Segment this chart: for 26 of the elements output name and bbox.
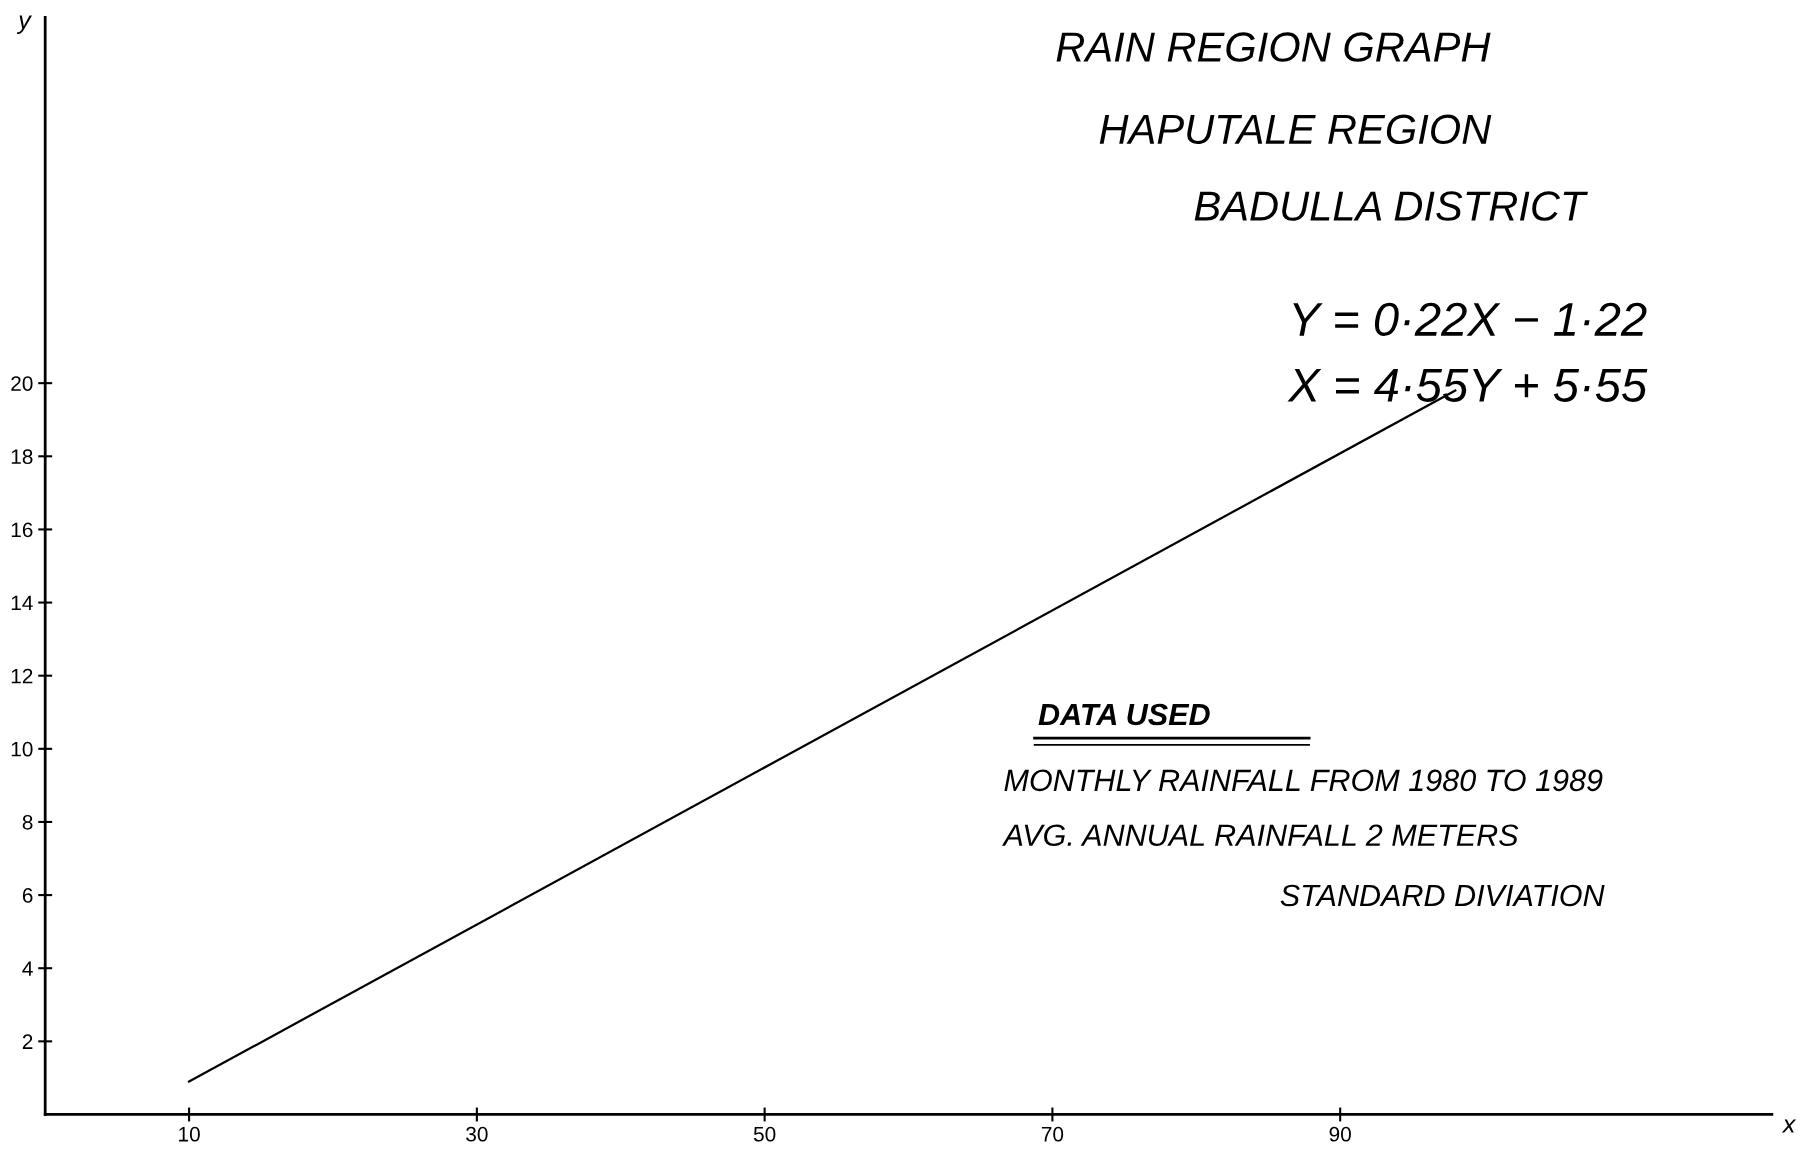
- y-tick-label: 12: [11, 668, 33, 684]
- y-tick-label: 16: [11, 522, 33, 538]
- x-tick-label: 70: [1041, 1126, 1064, 1142]
- annotation: BADULLA DISTRICT: [1194, 191, 1588, 221]
- y-tick-label: 4: [22, 961, 33, 976]
- x-tick-label: 10: [179, 1126, 200, 1142]
- annotation: STANDARD DIVIATION: [1280, 884, 1605, 907]
- y-tick-label: 6: [22, 888, 33, 903]
- annotation: DATA USED: [1038, 703, 1210, 726]
- text: HAPUTALE REGION: [1099, 114, 1492, 145]
- annotation: AVG. ANNUAL RAINFALL 2 METERS: [1001, 824, 1519, 847]
- annotation: X = 4·55Y + 5·55: [1287, 368, 1648, 402]
- y-tick-label: 20: [11, 376, 33, 391]
- annotation: MONTHLY RAINFALL FROM 1980 TO 1989: [1004, 769, 1603, 792]
- chart-title: RAIN REGION GRAPH: [1056, 32, 1491, 62]
- x-axis-title: x: [1781, 1119, 1797, 1133]
- y-tick-label: 2: [22, 1034, 33, 1049]
- y-tick-label: 10: [11, 741, 33, 757]
- y-tick-label: 18: [11, 449, 33, 465]
- x-tick-label: 90: [1329, 1126, 1351, 1142]
- y-axis-title: y: [16, 15, 32, 34]
- y-tick-label: 8: [22, 814, 33, 830]
- y-tick-label: 14: [11, 595, 33, 611]
- x-tick-label: 50: [753, 1126, 776, 1142]
- x-tick-label: 30: [466, 1126, 488, 1142]
- annotation: Y = 0·22X − 1·22: [1293, 302, 1647, 337]
